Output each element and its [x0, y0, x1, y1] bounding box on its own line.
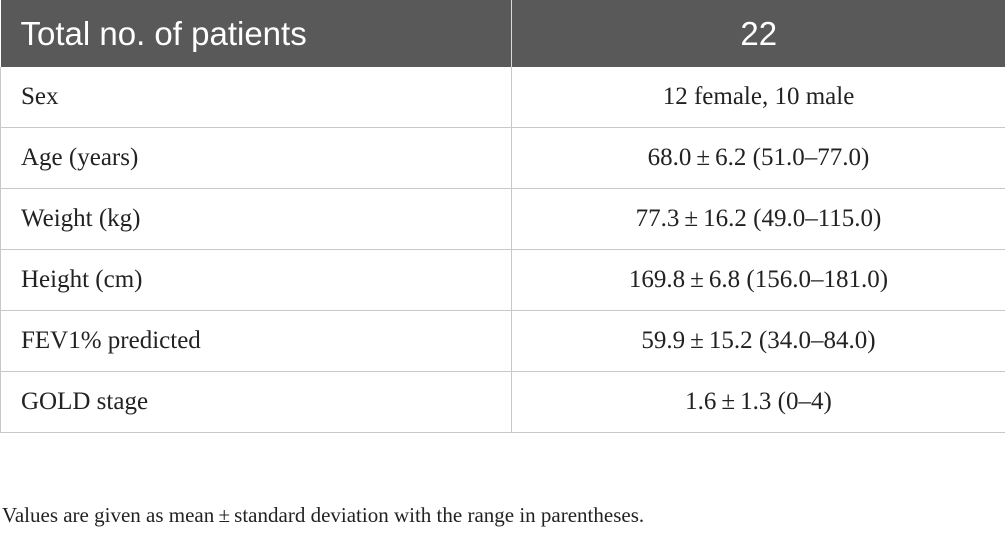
table-row: FEV1% predicted 59.9 ± 15.2 (34.0–84.0) — [0, 310, 1005, 372]
table-footnote: Values are given as mean ± standard devi… — [2, 503, 645, 527]
row-label-sex: Sex — [0, 67, 512, 128]
row-value-fev1: 59.9 ± 15.2 (34.0–84.0) — [511, 310, 1005, 372]
row-value-sex: 12 female, 10 male — [511, 67, 1005, 128]
row-value-age: 68.0 ± 6.2 (51.0–77.0) — [511, 127, 1005, 189]
table-row: Weight (kg) 77.3 ± 16.2 (49.0–115.0) — [0, 188, 1005, 250]
header-row: Total no. of patients 22 — [0, 0, 1005, 67]
row-label-gold-stage: GOLD stage — [0, 371, 512, 433]
row-value-height: 169.8 ± 6.8 (156.0–181.0) — [511, 249, 1005, 311]
row-value-gold-stage: 1.6 ± 1.3 (0–4) — [511, 371, 1005, 433]
table-row: GOLD stage 1.6 ± 1.3 (0–4) — [0, 371, 1005, 433]
row-label-weight: Weight (kg) — [0, 188, 512, 250]
table-row: Sex 12 female, 10 male — [0, 67, 1005, 128]
table-header: Total no. of patients 22 — [0, 0, 1005, 67]
row-label-age: Age (years) — [0, 127, 512, 189]
patient-characteristics-table: Total no. of patients 22 Sex 12 female, … — [0, 0, 1005, 433]
table-body: Sex 12 female, 10 male Age (years) 68.0 … — [0, 67, 1005, 433]
header-value-cell: 22 — [511, 0, 1005, 67]
table-row: Height (cm) 169.8 ± 6.8 (156.0–181.0) — [0, 249, 1005, 311]
header-label-cell: Total no. of patients — [0, 0, 512, 67]
row-label-fev1: FEV1% predicted — [0, 310, 512, 372]
table-row: Age (years) 68.0 ± 6.2 (51.0–77.0) — [0, 127, 1005, 189]
row-label-height: Height (cm) — [0, 249, 512, 311]
row-value-weight: 77.3 ± 16.2 (49.0–115.0) — [511, 188, 1005, 250]
patient-characteristics-table-container: Total no. of patients 22 Sex 12 female, … — [0, 0, 1005, 433]
